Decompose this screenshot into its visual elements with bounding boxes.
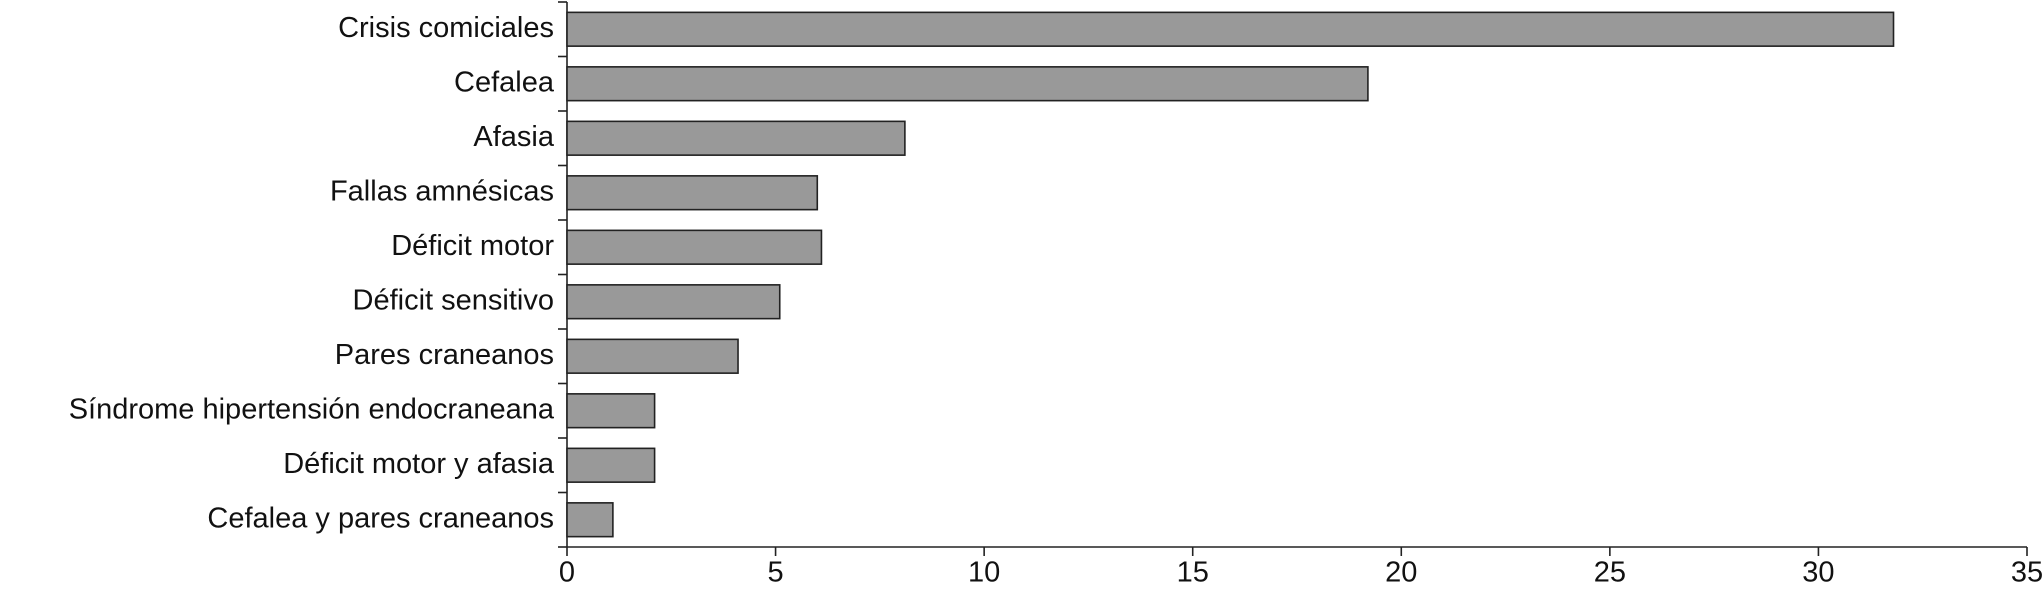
x-tick-label: 15 [1177, 557, 1209, 589]
x-tick-label: 30 [1802, 557, 1834, 589]
y-tick-label: Afasia [473, 121, 554, 153]
y-tick-label: Crisis comiciales [338, 12, 554, 44]
x-tick-label: 35 [2011, 557, 2043, 589]
bar [566, 502, 614, 538]
x-tick-label: 20 [1385, 557, 1417, 589]
x-tick-label: 25 [1594, 557, 1626, 589]
bar [566, 175, 819, 211]
y-tick-label: Pares craneanos [335, 339, 554, 371]
y-tick-label: Déficit sensitivo [353, 284, 554, 316]
bar [566, 338, 739, 374]
bar [566, 229, 823, 265]
y-tick-label: Síndrome hipertensión endocraneana [69, 393, 555, 425]
y-tick-label: Déficit motor [391, 230, 554, 262]
x-tick-label: 10 [968, 557, 1000, 589]
bar [566, 393, 656, 429]
y-tick-label: Déficit motor y afasia [283, 448, 555, 480]
x-tick-label: 5 [768, 557, 784, 589]
bar [566, 447, 656, 483]
y-tick-label: Fallas amnésicas [330, 175, 554, 207]
y-tick-label: Cefalea y pares craneanos [207, 502, 554, 534]
bar [566, 11, 1895, 47]
x-tick-label: 0 [559, 557, 575, 589]
y-tick-label: Cefalea [454, 66, 555, 98]
bar [566, 66, 1369, 102]
bar [566, 120, 906, 156]
bar [566, 284, 781, 320]
